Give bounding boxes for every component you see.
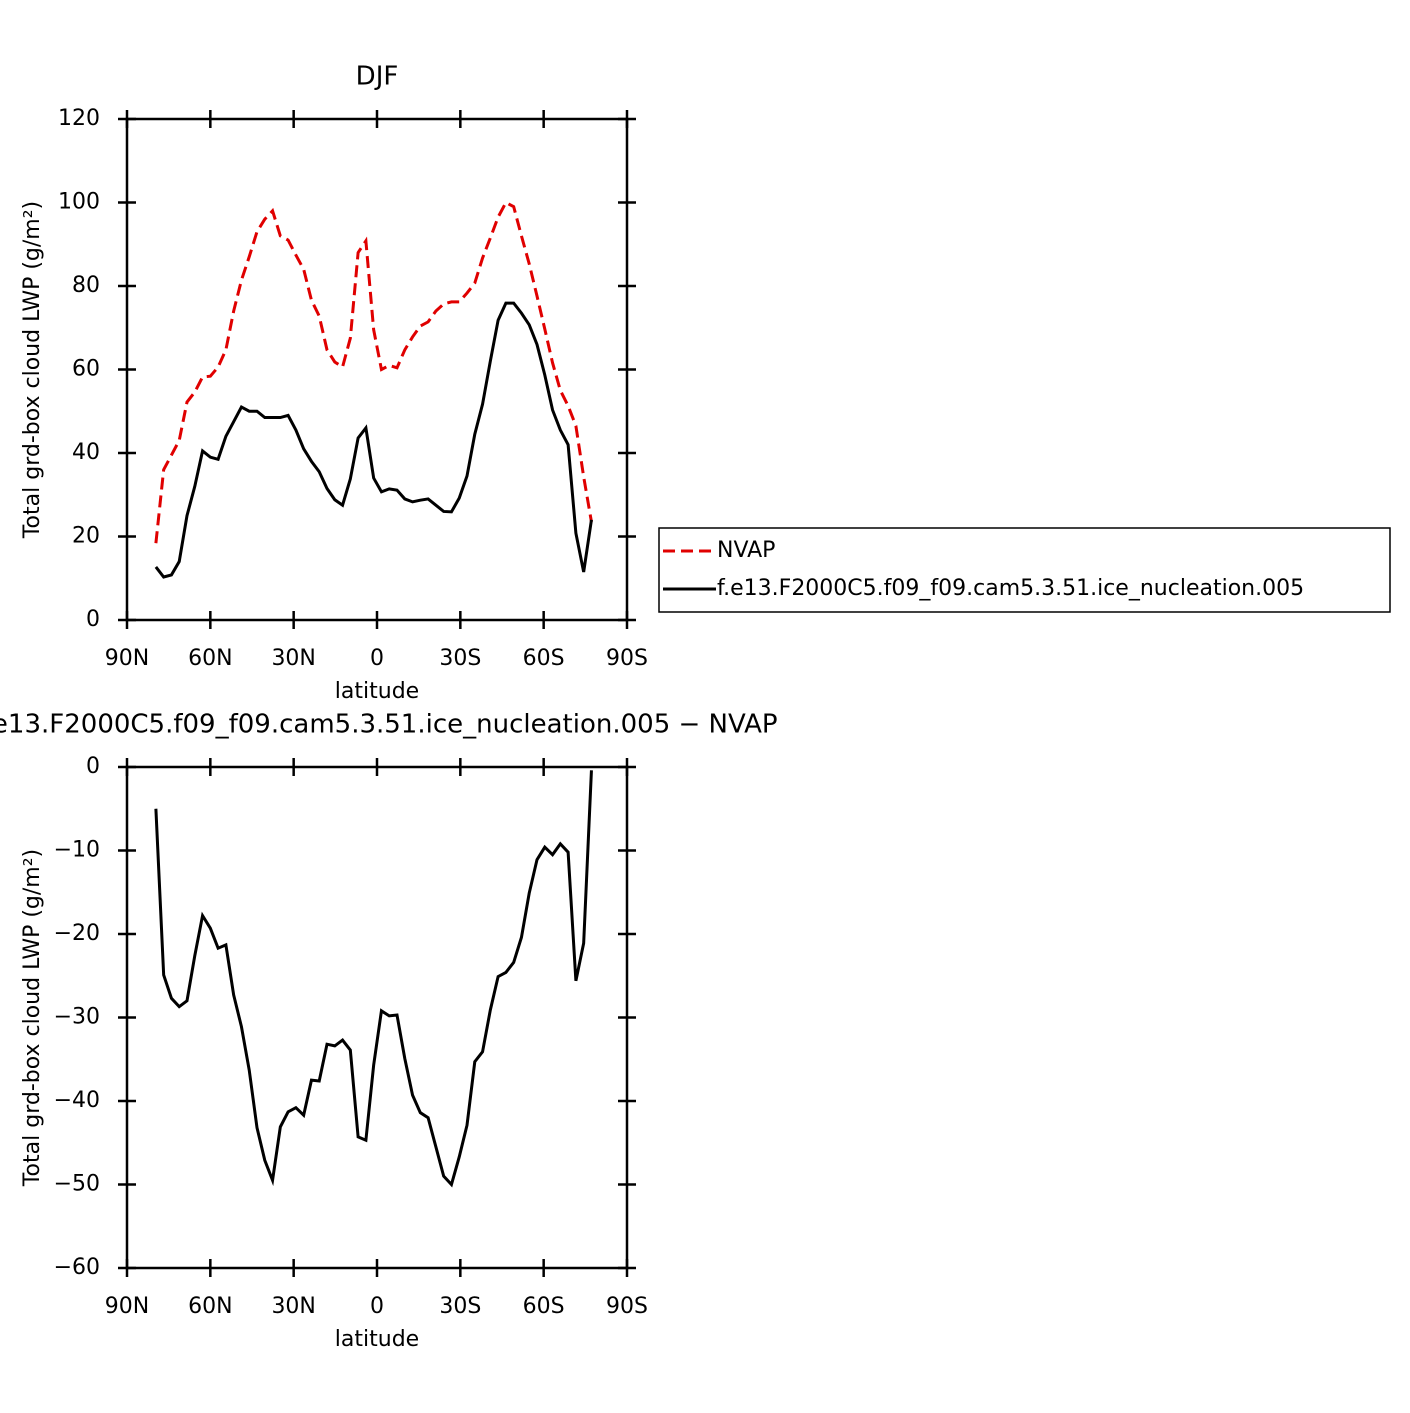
x-tick-label: 30S [439,646,481,671]
y-tick-label: 40 [72,440,100,465]
x-tick-label: 30S [439,1294,481,1319]
x-tick-label: 30N [271,646,315,671]
legend-label: f.e13.F2000C5.f09_f09.cam5.3.51.ice_nucl… [717,576,1304,601]
chart-title: DJF [356,62,399,92]
x-tick-label: 90N [105,1294,149,1319]
y-tick-label: 60 [72,357,100,382]
y-axis-label: Total grd-box cloud LWP (g/m²) [20,201,45,539]
x-tick-label: 60N [188,1294,232,1319]
y-tick-label: −40 [54,1088,100,1113]
x-axis-label: latitude [335,679,419,704]
x-tick-label: 90S [606,646,648,671]
legend-box [658,527,1391,613]
series-line [154,301,593,579]
y-tick-label: −60 [54,1255,100,1280]
plot-frame [125,765,629,1270]
x-tick-label: 0 [370,1294,384,1319]
y-tick-label: 80 [72,273,100,298]
y-tick-label: −30 [54,1005,100,1030]
chart-title: f.e13.F2000C5.f09_f09.cam5.3.51.ice_nucl… [0,710,778,740]
y-axis-label: Total grd-box cloud LWP (g/m²) [20,849,45,1187]
y-tick-label: 0 [86,754,100,779]
x-tick-label: 60S [523,646,565,671]
x-tick-label: 60N [188,646,232,671]
plot-frame [125,117,629,622]
series-line [154,200,593,544]
x-tick-label: 0 [370,646,384,671]
x-tick-label: 30N [271,1294,315,1319]
y-tick-label: −50 [54,1172,100,1197]
y-tick-label: −20 [54,921,100,946]
y-tick-label: 120 [58,106,100,131]
x-tick-label: 90N [105,646,149,671]
series-line [154,770,593,1188]
y-tick-label: −10 [54,838,100,863]
y-tick-label: 0 [86,607,100,632]
x-tick-label: 90S [606,1294,648,1319]
y-tick-label: 20 [72,524,100,549]
x-axis-label: latitude [335,1327,419,1352]
legend: NVAP f.e13.F2000C5.f09_f09.cam5.3.51.ice_… [658,527,1391,613]
x-tick-label: 60S [523,1294,565,1319]
legend-label: NVAP [717,538,775,563]
y-tick-label: 100 [58,190,100,215]
